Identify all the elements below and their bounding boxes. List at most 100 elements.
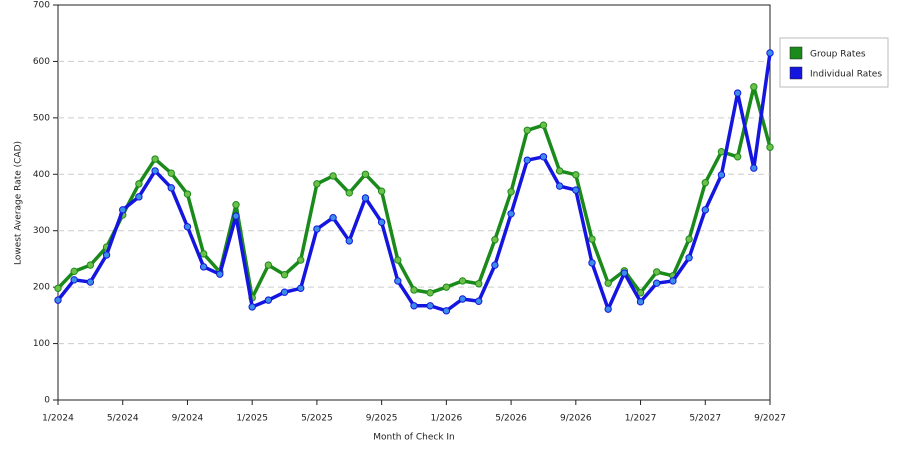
data-point xyxy=(232,212,240,220)
data-point xyxy=(717,171,726,179)
data-point xyxy=(232,201,240,209)
data-point xyxy=(475,280,483,288)
data-point xyxy=(766,49,774,57)
data-point xyxy=(523,126,531,134)
data-point xyxy=(264,261,273,269)
y-tick-label: 300 xyxy=(33,226,50,236)
x-tick-label: 5/2025 xyxy=(301,414,333,424)
data-point xyxy=(135,180,143,188)
data-point xyxy=(102,251,111,259)
legend-swatch xyxy=(789,66,803,80)
x-tick-label: 1/2024 xyxy=(42,414,74,424)
data-point xyxy=(653,268,661,276)
data-point xyxy=(70,276,78,284)
y-tick-label: 500 xyxy=(33,113,50,123)
data-point xyxy=(70,267,78,276)
x-tick-label: 5/2026 xyxy=(495,414,527,424)
data-point xyxy=(167,184,175,192)
data-point xyxy=(523,156,531,164)
data-point xyxy=(458,277,467,285)
data-point xyxy=(539,153,548,161)
data-point xyxy=(701,206,709,214)
data-point xyxy=(297,284,305,292)
legend-label: Group Rates xyxy=(810,50,866,60)
data-point xyxy=(329,172,337,180)
x-axis-label: Month of Check In xyxy=(373,433,455,443)
data-point xyxy=(491,236,499,244)
data-point xyxy=(135,193,143,201)
data-point xyxy=(199,263,208,271)
data-point xyxy=(264,296,273,304)
data-point xyxy=(653,279,661,287)
data-point xyxy=(329,214,337,222)
x-tick-label: 1/2027 xyxy=(625,414,657,424)
legend-swatch xyxy=(789,46,803,60)
data-point xyxy=(555,167,564,175)
data-point xyxy=(733,89,742,97)
data-point xyxy=(555,182,564,190)
data-point xyxy=(361,194,370,202)
data-point xyxy=(345,189,353,197)
data-point xyxy=(442,307,451,315)
data-point xyxy=(345,237,353,245)
data-point xyxy=(701,179,709,187)
data-point xyxy=(669,277,677,285)
data-point xyxy=(588,259,596,267)
data-point xyxy=(151,167,159,175)
data-point xyxy=(183,223,192,231)
x-tick-label: 9/2024 xyxy=(172,414,204,424)
data-point xyxy=(297,256,305,264)
data-point xyxy=(766,143,774,151)
data-point xyxy=(507,210,515,218)
y-axis-label: Lowest Average Rate (CAD) xyxy=(14,141,24,265)
data-point xyxy=(491,261,499,269)
data-point xyxy=(750,83,758,91)
data-point xyxy=(167,169,175,177)
data-point xyxy=(410,302,418,310)
plot-area xyxy=(57,4,771,401)
data-point xyxy=(685,235,693,243)
y-tick-label: 200 xyxy=(33,283,50,293)
data-point xyxy=(280,271,289,279)
data-point xyxy=(199,250,208,258)
data-point xyxy=(620,269,629,277)
data-point xyxy=(151,155,159,163)
data-point xyxy=(54,284,62,292)
data-point xyxy=(216,270,224,278)
x-tick-label: 5/2024 xyxy=(107,414,139,424)
data-point xyxy=(426,302,434,310)
data-point xyxy=(636,298,645,306)
data-point xyxy=(475,297,483,305)
data-point xyxy=(442,283,451,291)
y-tick-label: 700 xyxy=(33,1,50,11)
legend-box xyxy=(779,37,889,88)
data-point xyxy=(572,186,580,194)
data-point xyxy=(588,235,596,243)
data-point xyxy=(717,148,726,156)
data-point xyxy=(361,170,370,178)
y-tick-label: 100 xyxy=(33,339,50,349)
data-point xyxy=(539,121,548,129)
data-point xyxy=(458,295,467,303)
data-point xyxy=(426,289,434,297)
y-tick-label: 0 xyxy=(44,396,50,406)
data-point xyxy=(604,279,612,287)
data-point xyxy=(410,286,418,294)
data-point xyxy=(54,296,62,304)
legend: Group Rates Individual Rates xyxy=(779,37,889,88)
data-point xyxy=(572,171,580,179)
x-tick-label: 9/2025 xyxy=(366,414,398,424)
data-point xyxy=(119,206,127,214)
data-point xyxy=(280,288,289,296)
x-tick-label: 5/2027 xyxy=(689,414,721,424)
y-tick-label: 600 xyxy=(33,57,50,67)
x-tick-label: 1/2026 xyxy=(431,414,463,424)
data-point xyxy=(313,180,321,188)
data-point xyxy=(377,187,386,195)
x-tick-label: 9/2027 xyxy=(754,414,786,424)
data-point xyxy=(394,277,402,285)
data-point xyxy=(377,218,386,226)
legend-label: Individual Rates xyxy=(810,70,882,80)
y-tick-label: 400 xyxy=(33,170,50,180)
